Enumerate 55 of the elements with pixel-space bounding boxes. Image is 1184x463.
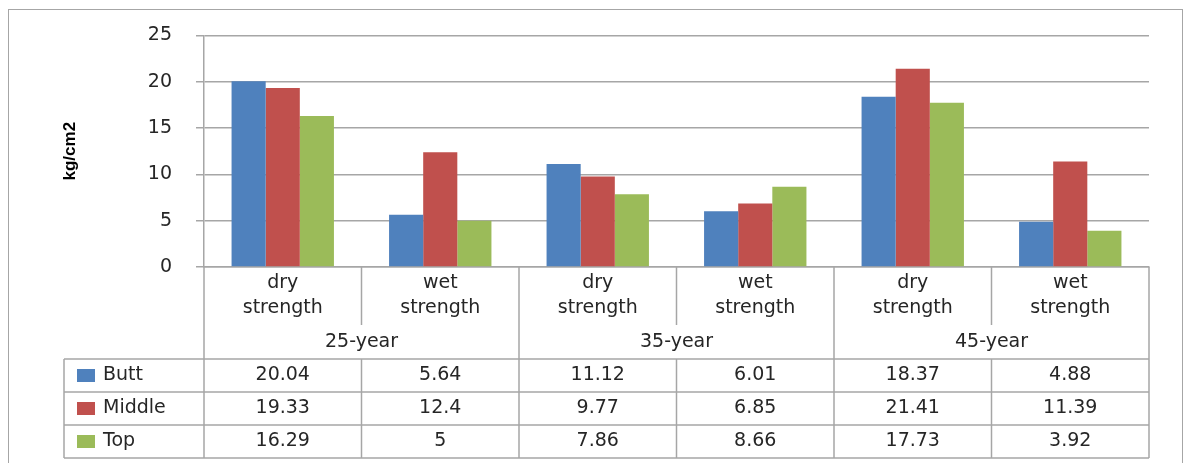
data-label: 5.64 xyxy=(419,362,462,385)
data-label: 6.85 xyxy=(734,395,777,418)
x-tick-label: dry strength xyxy=(557,270,638,318)
data-label: 19.33 xyxy=(255,395,310,418)
data-label: 11.39 xyxy=(1043,395,1098,418)
data-label: 17.73 xyxy=(885,428,940,451)
data-label: 3.92 xyxy=(1049,428,1092,451)
bar xyxy=(580,176,615,267)
text: 25-year xyxy=(324,328,399,351)
bar xyxy=(423,152,458,267)
legend-label: Middle xyxy=(103,395,166,418)
bar xyxy=(738,203,773,267)
bar xyxy=(772,186,807,267)
bar xyxy=(457,220,492,267)
data-label: 6.01 xyxy=(734,362,777,385)
bar xyxy=(704,211,739,267)
bar xyxy=(299,116,334,267)
y-tick-label: 20 xyxy=(147,68,172,91)
bar xyxy=(861,96,896,267)
y-tick-label: 5 xyxy=(159,207,172,230)
y-tick-label: 15 xyxy=(147,114,172,137)
legend-label: Butt xyxy=(103,362,143,385)
x-tick-label: wet strength xyxy=(1030,270,1111,318)
x-tick-label: dry strength xyxy=(872,270,953,318)
data-label: 8.66 xyxy=(734,428,777,451)
data-label: 12.4 xyxy=(419,395,462,418)
bar xyxy=(895,68,930,267)
bar xyxy=(231,81,266,267)
data-label: 21.41 xyxy=(885,395,940,418)
y-axis-title: kg/cm2 xyxy=(59,121,79,181)
bar xyxy=(1019,221,1054,267)
bar xyxy=(929,102,964,267)
data-label: 5 xyxy=(434,428,447,451)
y-tick-label: 10 xyxy=(147,161,172,184)
text: 35-year xyxy=(639,328,714,351)
legend-label: Top xyxy=(102,428,136,451)
bar xyxy=(546,163,581,267)
data-label: 18.37 xyxy=(885,362,940,385)
bar xyxy=(265,87,300,267)
y-tick-label: 25 xyxy=(147,22,172,45)
x-tick-label: wet strength xyxy=(715,270,796,318)
data-label: 9.77 xyxy=(576,395,619,418)
bar xyxy=(1087,230,1122,267)
data-label: 20.04 xyxy=(255,362,310,385)
y-tick-label: 0 xyxy=(159,253,172,276)
x-tick-label: dry strength xyxy=(242,270,323,318)
data-label: 16.29 xyxy=(255,428,310,451)
x-tick-label: wet strength xyxy=(400,270,481,318)
data-label: 4.88 xyxy=(1049,362,1092,385)
bar xyxy=(1053,161,1088,267)
data-label: 11.12 xyxy=(570,362,625,385)
data-label: 7.86 xyxy=(576,428,619,451)
bar xyxy=(614,194,649,267)
text: 45-year xyxy=(954,328,1029,351)
bar xyxy=(389,214,424,267)
